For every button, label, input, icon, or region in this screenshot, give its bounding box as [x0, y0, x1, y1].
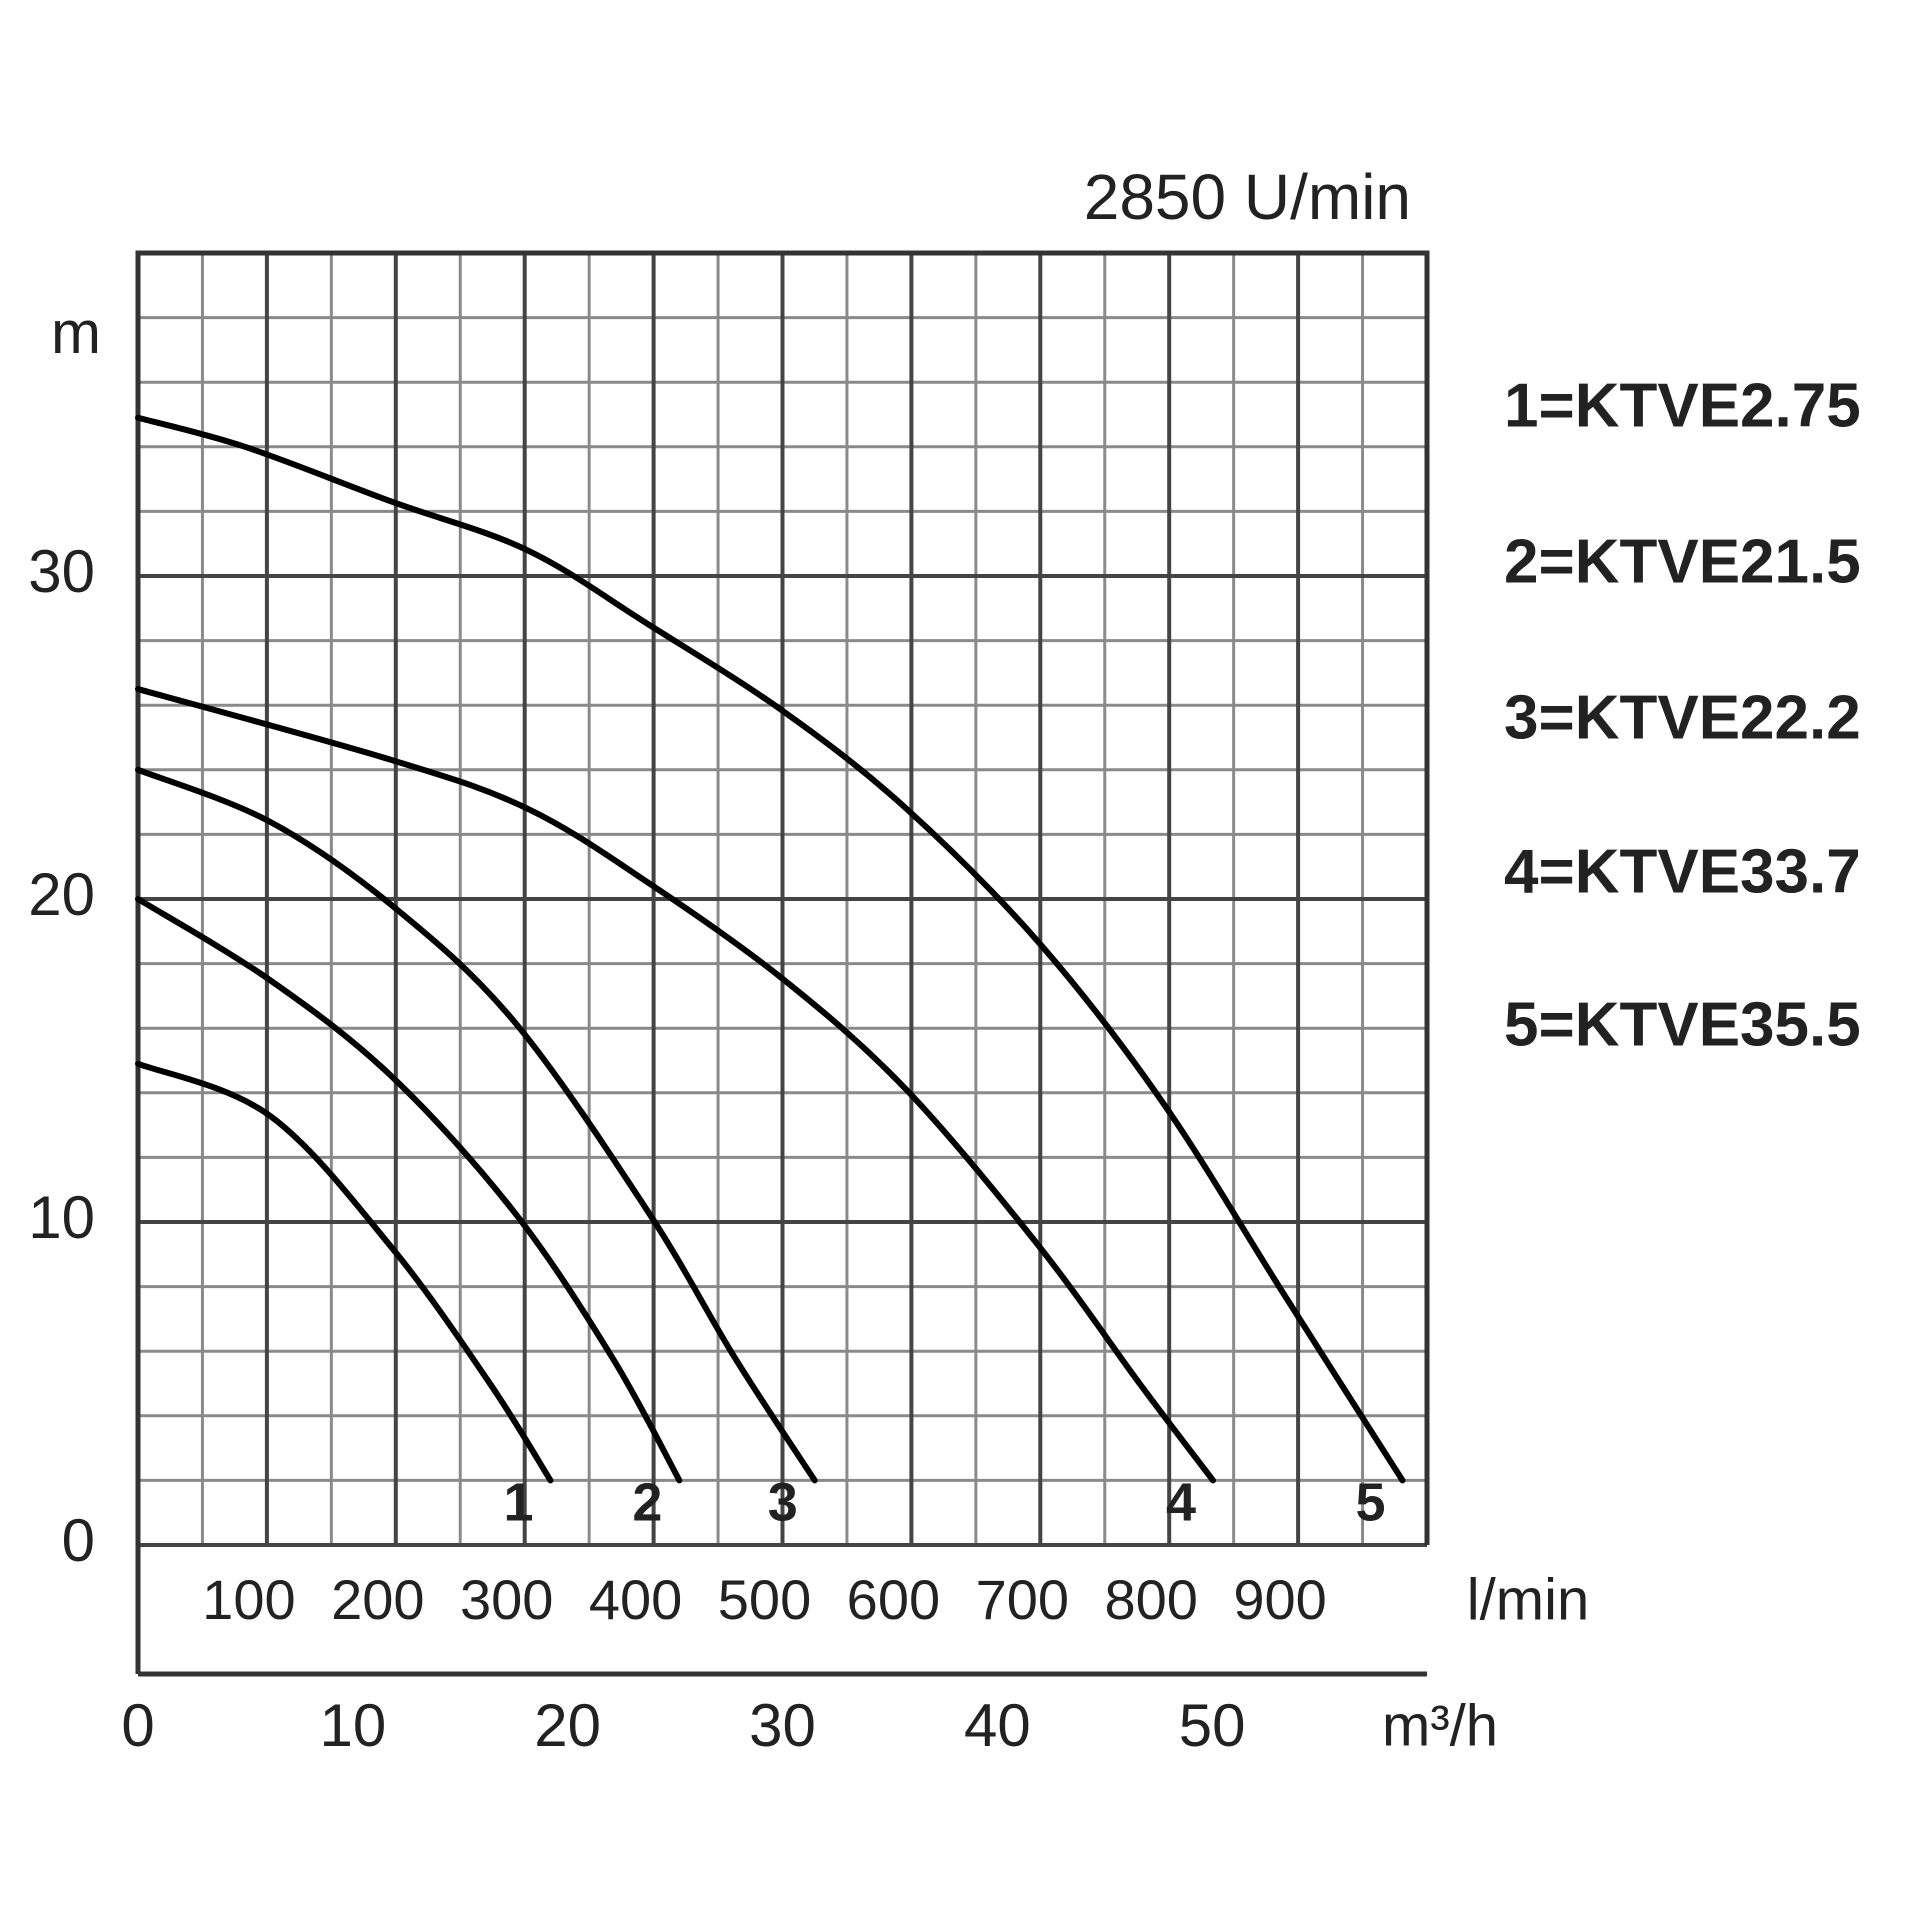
x2-tick-label: 20 [534, 1692, 601, 1759]
curve-label: 1 [503, 1472, 533, 1532]
x-tick-label: 100 [202, 1568, 295, 1631]
y-tick-label: 20 [28, 861, 95, 928]
legend-entry: 4=KTVE33.7 [1504, 837, 1861, 906]
x-tick-label: 700 [976, 1568, 1069, 1631]
legend-entry: 2=KTVE21.5 [1504, 527, 1861, 596]
x-tick-label: 400 [589, 1568, 682, 1631]
curve-label: 5 [1355, 1472, 1385, 1532]
curve [135, 414, 1406, 1484]
curve [135, 1060, 554, 1484]
x2-tick-label: 30 [749, 1692, 816, 1759]
legend-entry: 3=KTVE22.2 [1504, 683, 1861, 752]
x2-tick-label: 40 [964, 1692, 1031, 1759]
x-axis-label: l/min [1467, 1567, 1589, 1632]
curve [135, 686, 1217, 1484]
legend-entry: 1=KTVE2.75 [1504, 371, 1861, 440]
curve-label: 3 [768, 1472, 798, 1532]
y-tick-label: 10 [28, 1184, 95, 1251]
curve [135, 766, 818, 1484]
legend-entry: 5=KTVE35.5 [1504, 990, 1861, 1059]
x-tick-label: 800 [1104, 1568, 1197, 1631]
x-tick-label: 900 [1233, 1568, 1326, 1631]
x-tick-label: 500 [718, 1568, 811, 1631]
x2-tick-label: 10 [319, 1692, 386, 1759]
plot-frame [135, 250, 1430, 1674]
chart-title: 2850 U/min [1084, 161, 1411, 233]
y-tick-label: 30 [28, 538, 95, 605]
x2-axis-label: m³/h [1382, 1693, 1498, 1758]
y-tick-label: 0 [62, 1507, 95, 1574]
x2-tick-label: 0 [121, 1692, 154, 1759]
x-tick-label: 600 [847, 1568, 940, 1631]
curve-label: 4 [1166, 1472, 1196, 1532]
curve-label: 2 [632, 1472, 662, 1532]
x-tick-label: 200 [331, 1568, 424, 1631]
y-axis-label: m [51, 299, 101, 366]
x-tick-label: 300 [460, 1568, 553, 1631]
curve [135, 896, 683, 1484]
x2-tick-label: 50 [1179, 1692, 1246, 1759]
